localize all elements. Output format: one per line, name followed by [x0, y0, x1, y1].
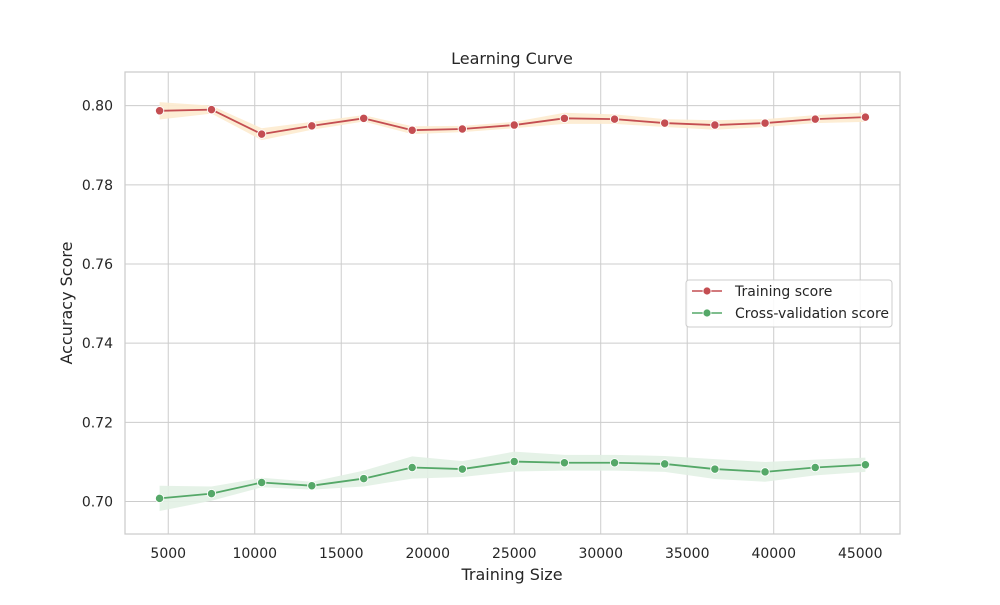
legend-entry-cross-validation: Cross-validation score [692, 306, 889, 322]
legend-marker-training [702, 286, 712, 296]
legend-entry-training: Training score [692, 284, 832, 300]
point-cross-validation [206, 488, 217, 499]
point-training [359, 113, 369, 123]
point-training [710, 120, 720, 130]
point-training [609, 114, 620, 124]
x-tick-label: 20000 [405, 546, 450, 562]
grid [125, 72, 900, 534]
y-tick-label: 0.76 [82, 257, 113, 273]
y-tick-label: 0.70 [82, 495, 113, 511]
point-training [407, 125, 417, 135]
point-training [307, 121, 317, 131]
y-axis-title: Accuracy Score [57, 242, 76, 365]
point-cross-validation [257, 477, 267, 488]
x-tick-label: 25000 [492, 546, 537, 562]
y-tick-label: 0.80 [82, 99, 113, 115]
point-training [559, 113, 570, 123]
x-tick-label: 40000 [751, 546, 796, 562]
y-tick-label: 0.72 [82, 415, 113, 431]
x-tick-label: 15000 [319, 546, 364, 562]
x-axis-title: Training Size [460, 565, 562, 584]
y-tick-label: 0.78 [82, 178, 113, 194]
point-cross-validation [559, 458, 570, 468]
chart-title: Learning Curve [451, 49, 573, 68]
point-cross-validation [359, 473, 369, 484]
point-cross-validation [307, 481, 317, 491]
point-cross-validation [860, 460, 871, 470]
point-training [154, 106, 165, 116]
legend-label-cross-validation: Cross-validation score [735, 306, 889, 322]
point-cross-validation [154, 493, 165, 504]
x-tick-label: 10000 [232, 546, 277, 562]
point-cross-validation [407, 462, 417, 473]
x-tick-label: 45000 [838, 546, 883, 562]
point-training [860, 112, 871, 122]
point-training [509, 120, 519, 130]
series-markers [154, 104, 871, 504]
legend-marker-cross-validation [702, 308, 712, 318]
plot-frame [124, 71, 901, 535]
point-cross-validation [810, 462, 820, 473]
y-tick-labels: 0.70 0.72 0.74 0.76 0.78 0.80 [82, 99, 113, 511]
legend: Training score Cross-validation score [685, 279, 893, 328]
point-cross-validation [660, 459, 670, 469]
x-tick-labels: 5000 10000 15000 20000 25000 30000 35000 40000 4… [150, 546, 882, 562]
x-tick-label: 35000 [665, 546, 710, 562]
y-tick-label: 0.74 [82, 336, 113, 352]
point-cross-validation [710, 464, 720, 474]
x-tick-label: 5000 [150, 546, 186, 562]
point-training [660, 118, 670, 128]
point-cross-validation [509, 456, 519, 467]
point-training [810, 114, 820, 124]
point-training [760, 118, 770, 128]
legend-label-training: Training score [734, 284, 832, 300]
x-tick-label: 30000 [578, 546, 623, 562]
point-training [257, 129, 267, 139]
point-cross-validation [609, 458, 620, 468]
legend-box [685, 279, 893, 328]
point-training [457, 124, 467, 134]
band-training [159, 102, 866, 141]
point-training [206, 104, 217, 115]
point-cross-validation [760, 467, 770, 477]
point-cross-validation [457, 464, 467, 474]
